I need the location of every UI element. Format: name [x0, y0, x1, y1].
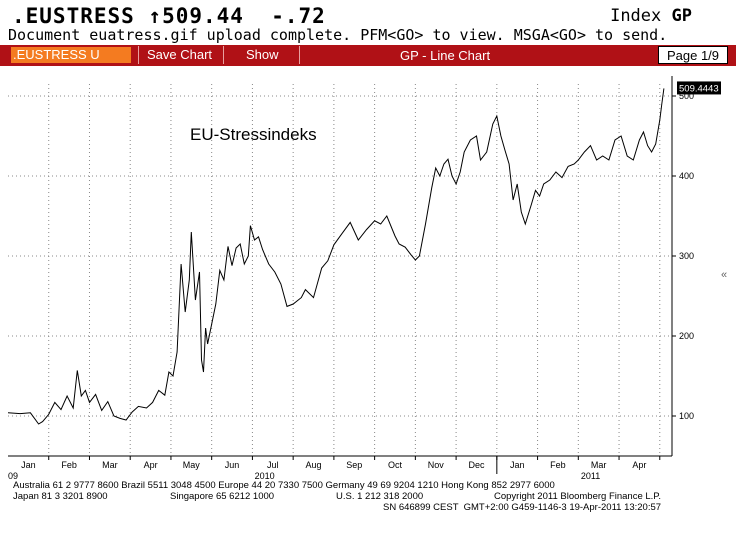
save-chart-button[interactable]: Save Chart	[138, 46, 224, 64]
y-tick-label: 200	[679, 331, 694, 341]
footer-session-info: SN 646899 CEST GMT+2:00 G459-1146-3 19-A…	[383, 502, 662, 513]
footer-us: U.S. 1 212 318 2000	[336, 491, 424, 502]
x-tick-label: Mar	[591, 460, 607, 470]
x-tick-label: Mar	[102, 460, 118, 470]
toolbar: .EUSTRESS U INDE Save Chart Show GP - Li…	[0, 45, 736, 78]
x-axis: Jan Feb Mar Apr May Jun Jul Aug Sep Oct Nov Dec Jan F…	[8, 455, 672, 481]
footer-japan: Japan 81 3 3201 8900	[13, 491, 108, 502]
footer-singapore: Singapore 65 6212 1000	[170, 491, 275, 502]
year-label: 2011	[581, 471, 600, 481]
function-indicator: Index GP	[610, 6, 692, 26]
x-tick-label: Sep	[346, 460, 362, 470]
last-value-marker: 509.4443	[677, 81, 721, 95]
ticker-quote: .EUSTRESS ↑509.44 -.72	[12, 4, 326, 28]
x-tick-label: Feb	[61, 460, 77, 470]
year-label: 2010	[255, 471, 275, 481]
title-header: .EUSTRESS ↑509.44 -.72 Index GP	[0, 4, 736, 28]
year-label: 09	[8, 471, 18, 481]
y-tick-label: 400	[679, 171, 694, 181]
y-tick-label: 500	[679, 91, 694, 101]
function-code: GP	[671, 6, 692, 26]
index-label: Index	[610, 6, 662, 26]
x-tick-label: Jan	[510, 460, 525, 470]
chart-area[interactable]: 100 200 300 400 500 Jan Feb Mar Apr May Jun Jul Aug…	[0, 66, 736, 486]
series-line	[7, 88, 665, 425]
x-tick-label: Aug	[306, 460, 322, 470]
x-tick-label: May	[183, 460, 201, 470]
x-tick-label: Jul	[267, 460, 279, 470]
chart-type-title: GP - Line Chart	[400, 48, 491, 63]
y-axis: 100 200 300 400 500	[671, 76, 694, 456]
x-tick-label: Dec	[468, 460, 485, 470]
y-tick-label: 100	[679, 411, 694, 421]
y-tick-label: 300	[679, 251, 694, 261]
footer-contacts: Australia 61 2 9777 8600 Brazil 5511 304…	[13, 480, 555, 491]
chart-title: EU-Stressindeks	[190, 125, 317, 144]
scroll-handle-icon[interactable]: «	[721, 269, 727, 281]
grid	[8, 84, 672, 456]
x-tick-label: Jan	[21, 460, 36, 470]
show-button[interactable]: Show	[224, 46, 300, 64]
x-tick-label: Apr	[144, 460, 158, 470]
x-tick-label: Nov	[428, 460, 445, 470]
status-message: Document euatress.gif upload complete. P…	[8, 26, 668, 44]
x-tick-label: Apr	[632, 460, 646, 470]
svg-text:«: «	[721, 269, 727, 281]
x-tick-label: Feb	[550, 460, 566, 470]
security-field[interactable]: .EUSTRESS U INDE	[11, 47, 131, 78]
line-chart[interactable]: 100 200 300 400 500 Jan Feb Mar Apr May Jun Jul Aug…	[0, 66, 736, 486]
x-tick-label: Oct	[388, 460, 403, 470]
footer: Australia 61 2 9777 8600 Brazil 5511 304…	[0, 480, 736, 555]
page-indicator[interactable]: Page 1/9	[658, 46, 728, 64]
footer-copyright: Copyright 2011 Bloomberg Finance L.P.	[494, 491, 662, 502]
last-value-label: 509.4443	[679, 83, 719, 94]
x-tick-label: Jun	[225, 460, 240, 470]
